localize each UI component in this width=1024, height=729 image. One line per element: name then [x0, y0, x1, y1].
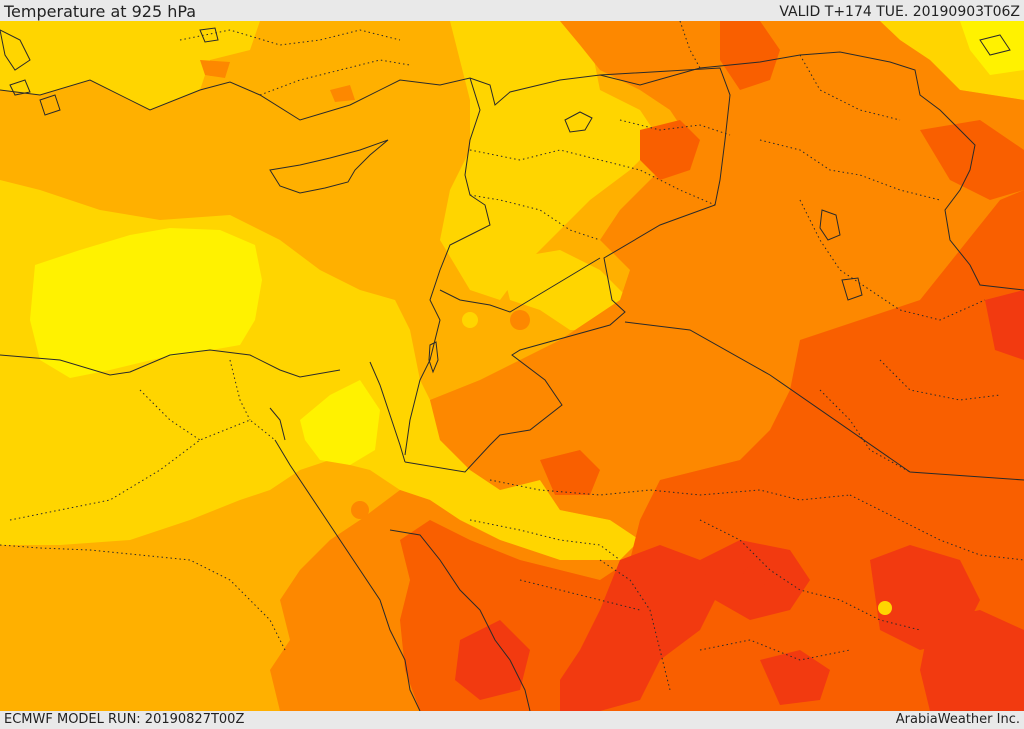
map-svg — [0, 21, 1024, 711]
footer-bar: ECMWF MODEL RUN: 20190827T00Z ArabiaWeat… — [0, 711, 1024, 729]
field-texture-blobs — [205, 62, 892, 615]
header-bar: Temperature at 925 hPa VALID T+174 TUE. … — [0, 0, 1024, 21]
field-cool — [30, 21, 1024, 465]
aegean-islands — [0, 27, 1011, 116]
model-run: ECMWF MODEL RUN: 20190827T00Z — [4, 712, 245, 727]
lake-tharthar — [819, 209, 841, 241]
province-boundaries — [0, 21, 1024, 691]
map-title: Temperature at 925 hPa — [4, 2, 197, 21]
temperature-map — [0, 21, 1024, 711]
country-borders — [0, 51, 1024, 711]
cyprus-outline — [269, 139, 389, 194]
field-extreme — [455, 290, 1024, 711]
lake-habbaniyah — [841, 277, 863, 301]
lake-van-outline — [564, 111, 593, 133]
field-very-hot — [400, 21, 1024, 711]
dead-sea — [428, 341, 439, 374]
valid-time: VALID T+174 TUE. 20190903T06Z — [779, 4, 1020, 20]
credit: ArabiaWeather Inc. — [895, 712, 1020, 727]
